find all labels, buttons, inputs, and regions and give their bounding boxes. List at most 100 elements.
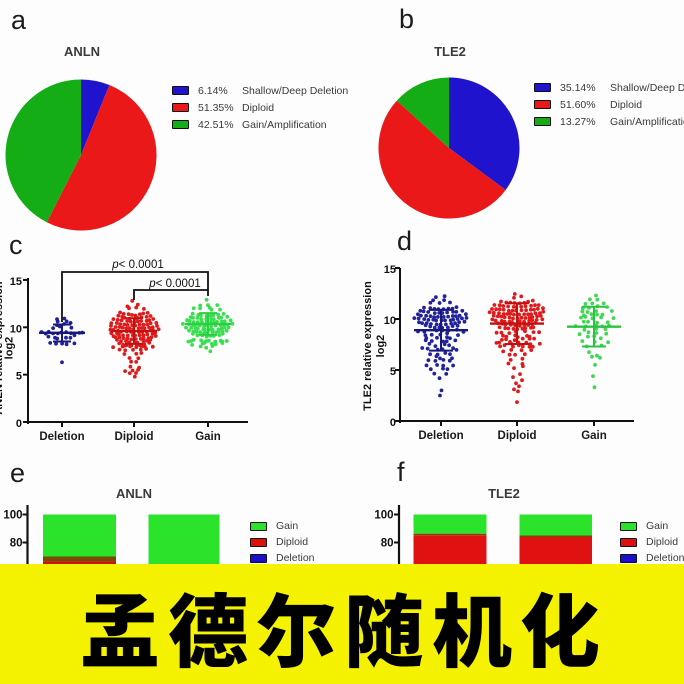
scatter-point-d-Gain	[586, 334, 590, 339]
scatter-point-d-Deletion	[451, 346, 455, 351]
scatter-point-d-Diploid	[499, 299, 503, 304]
scatter-point-c-Diploid	[130, 368, 135, 373]
scatter-point-d-Deletion	[412, 316, 417, 320]
scatter-point-c-Deletion	[55, 317, 59, 321]
scatter-point-d-Deletion	[437, 301, 442, 305]
scatter-point-d-Diploid	[511, 375, 515, 379]
scatter-point-c-Diploid	[151, 317, 156, 321]
scatter-point-d-Deletion	[428, 314, 433, 319]
y-tick-label-d: 5	[390, 366, 396, 378]
banner-char-4	[433, 592, 512, 669]
scatter-point-c-Gain	[209, 307, 214, 312]
scatter-point-c-Diploid	[120, 325, 125, 330]
scatter-point-c-Diploid	[141, 333, 146, 338]
scatter-point-c-Gain	[208, 349, 213, 354]
scatter-point-c-Gain	[191, 331, 195, 336]
scatter-point-d-Diploid	[509, 348, 514, 352]
scatter-point-d-Deletion	[450, 324, 455, 328]
scatter-point-d-Diploid	[505, 312, 510, 316]
scatter-point-d-Diploid	[529, 303, 533, 308]
scatter-point-c-Deletion	[64, 319, 69, 324]
legend-row-deletion: Deletion	[620, 551, 684, 567]
scatter-point-c-Gain	[186, 339, 191, 344]
scatter-point-c-Diploid	[135, 319, 140, 324]
scatter-point-c-Diploid	[150, 325, 155, 330]
scatter-point-d-Deletion	[443, 351, 448, 355]
scatter-point-d-Deletion	[441, 315, 446, 319]
scatter-point-c-Gain	[191, 337, 196, 342]
scatter-point-c-Gain	[195, 316, 200, 320]
scatter-point-d-Diploid	[497, 307, 502, 312]
scatter-point-c-Gain	[181, 322, 185, 326]
legend-label: Diploid	[610, 98, 643, 111]
legend-pct: 6.14%	[198, 84, 228, 97]
scatter-point-d-Diploid	[494, 330, 499, 335]
scatter-point-d-Deletion	[437, 376, 442, 381]
scatter-point-d-Diploid	[528, 307, 533, 312]
scatter-point-c-Diploid	[123, 348, 128, 353]
scatter-point-d-Diploid	[501, 304, 506, 308]
scatter-point-c-Gain	[228, 318, 233, 323]
scatter-point-d-Diploid	[519, 348, 524, 353]
scatter-point-c-Gain	[220, 331, 225, 336]
scatter-point-c-Gain	[202, 324, 207, 329]
scatter-point-d-Deletion	[428, 300, 433, 305]
scatter-point-d-Diploid	[523, 329, 527, 334]
scatter-point-d-Diploid	[507, 315, 512, 320]
scatter-point-c-Gain	[184, 325, 188, 330]
scatter-point-d-Diploid	[536, 303, 541, 307]
sig-label-p: p	[111, 259, 119, 271]
scatter-point-c-Diploid	[117, 325, 122, 329]
scatter-point-c-Diploid	[136, 368, 140, 372]
legend-label: Gain/Amplification	[242, 118, 327, 131]
scatter-point-d-Deletion	[441, 366, 445, 371]
scatter-point-d-Diploid	[520, 344, 525, 349]
scatter-point-c-Diploid	[148, 314, 153, 318]
scatter-point-c-Deletion	[60, 360, 64, 365]
scatter-point-d-Diploid	[511, 344, 515, 349]
scatter-point-c-Diploid	[119, 318, 124, 323]
scatter-point-c-Diploid	[148, 337, 153, 342]
banner-char-1	[169, 591, 248, 669]
scatter-point-d-Gain	[594, 331, 599, 335]
scatter-point-d-Deletion	[429, 339, 434, 343]
panel-a-letter: a	[11, 5, 27, 35]
legend-row-diploid: Diploid	[620, 535, 684, 551]
scatter-point-d-Diploid	[529, 312, 533, 316]
legend-row-gain-amplification: 13.27% Gain/Amplification	[534, 113, 684, 130]
scatter-point-d-Deletion	[450, 356, 454, 361]
scatter-point-d-Diploid	[519, 304, 524, 309]
scatter-point-d-Deletion	[423, 333, 428, 338]
scatter-point-d-Diploid	[497, 325, 502, 330]
legend-row-shallow-deep-deletion: 6.14% Shallow/Deep Deletion	[172, 82, 348, 99]
panel-b-letter: b	[399, 4, 415, 34]
scatter-point-c-Diploid	[141, 322, 146, 327]
scatter-point-c-Gain	[187, 319, 192, 323]
scatter-point-c-Deletion	[72, 341, 77, 346]
x-category-label-d: Deletion	[418, 430, 463, 442]
scatter-point-d-Diploid	[521, 364, 525, 369]
scatter-point-c-Diploid	[136, 326, 141, 331]
scatter-point-d-Deletion	[435, 363, 439, 367]
scatter-point-d-Gain	[590, 301, 595, 306]
scatter-point-d-Deletion	[460, 316, 464, 321]
scatter-point-d-Deletion	[425, 346, 430, 351]
scatter-point-c-Diploid	[117, 335, 122, 340]
scatter-point-d-Deletion	[434, 322, 439, 327]
legend-row-shallow-deep-deletion: 35.14% Shallow/Deep Deletion	[534, 79, 684, 96]
scatter-point-d-Deletion	[455, 323, 460, 328]
scatter-point-d-Diploid	[517, 384, 521, 389]
scatter-point-d-Diploid	[511, 327, 516, 331]
bar-segment-e-0-0	[43, 514, 116, 557]
scatter-point-d-Diploid	[532, 336, 536, 341]
scatter-point-c-Diploid	[113, 325, 118, 329]
legend-row-gain: Gain	[250, 519, 315, 535]
scatter-point-d-Deletion	[432, 311, 437, 315]
scatter-point-d-Gain	[610, 309, 614, 313]
scatter-point-d-Deletion	[451, 363, 455, 368]
scatter-point-c-Gain	[191, 316, 195, 320]
scatter-point-c-Diploid	[142, 326, 147, 331]
scatter-point-d-Deletion	[434, 295, 438, 299]
scatter-point-d-Diploid	[506, 361, 511, 366]
panel-e-letter: e	[10, 458, 26, 488]
